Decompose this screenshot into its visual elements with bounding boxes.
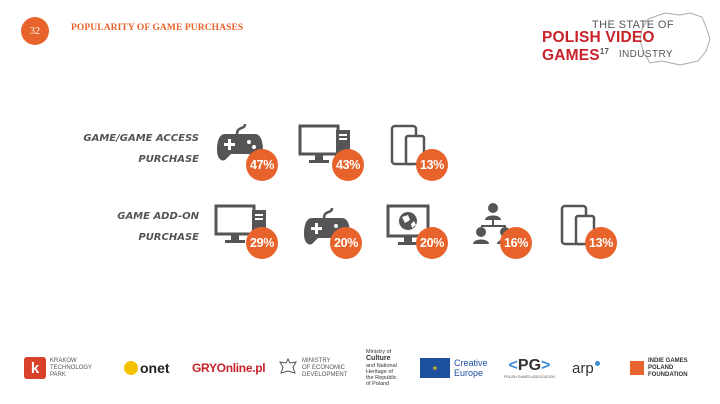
percent-badge: 47%	[246, 149, 278, 181]
percent-badge: 20%	[416, 227, 448, 259]
stat-item: 43%	[298, 124, 368, 190]
percent-badge: 13%	[585, 227, 617, 259]
stat-item: 20%	[302, 204, 372, 270]
brand-line1: THE STATE OF	[591, 19, 674, 31]
ministry-culture-logo: Ministry of Culture and National Heritage…	[366, 349, 397, 387]
stat-item: 16%	[472, 202, 542, 268]
creative-europe-logo: ✶ Creative Europe	[420, 346, 488, 390]
ministry-economic-logo: MINISTRY OF ECONOMIC DEVELOPMENT	[278, 346, 347, 390]
pixel-icon	[630, 361, 644, 375]
row-label-game-access: GAME/GAME ACCESS PURCHASE	[83, 133, 199, 165]
percent-badge: 16%	[500, 227, 532, 259]
stat-item: 20%	[386, 204, 456, 270]
brand-line2: POLISH VIDEO GAMES17	[542, 29, 655, 65]
krakow-technology-park-logo: k KRAKOW TECHNOLOGY PARK	[24, 346, 92, 390]
percent-badge: 13%	[416, 149, 448, 181]
eu-flag-icon: ✶	[420, 358, 450, 378]
stat-item: 13%	[390, 124, 460, 190]
gryonline-logo: GRYOnline.pl	[192, 361, 266, 375]
eagle-emblem-icon	[279, 357, 297, 374]
brand-line3: INDUSTRY	[618, 49, 673, 60]
onet-logo: onet	[124, 346, 170, 390]
k-icon: k	[24, 357, 46, 379]
stat-item: 13%	[560, 204, 630, 270]
indie-games-poland-logo: INDIE GAMES POLAND FOUNDATION	[630, 346, 688, 390]
row-label-add-on: GAME ADD-ON PURCHASE	[117, 211, 199, 243]
percent-badge: 29%	[246, 227, 278, 259]
sponsor-footer: k KRAKOW TECHNOLOGY PARK onet GRYOnline.pl…	[0, 346, 720, 390]
polish-games-association-logo: <PG> POLISH GAMES ASSOCIATION	[504, 357, 555, 379]
brand-year: 17	[599, 47, 610, 56]
stat-item: 29%	[214, 204, 284, 270]
onet-dot-icon	[124, 361, 138, 375]
arp-dot-icon	[594, 360, 600, 366]
arp-logo: arp	[572, 346, 600, 390]
globe-monitor-icon	[386, 204, 430, 245]
percent-badge: 43%	[332, 149, 364, 181]
page-number: 32	[21, 17, 49, 45]
brand-logo: THE STATE OF POLISH VIDEO GAMES17 INDUST…	[530, 11, 715, 69]
stat-item: 47%	[215, 120, 285, 186]
poland-map-icon	[639, 12, 711, 66]
slide-title: POPULARITY OF GAME PURCHASES	[71, 23, 244, 33]
percent-badge: 20%	[330, 227, 362, 259]
